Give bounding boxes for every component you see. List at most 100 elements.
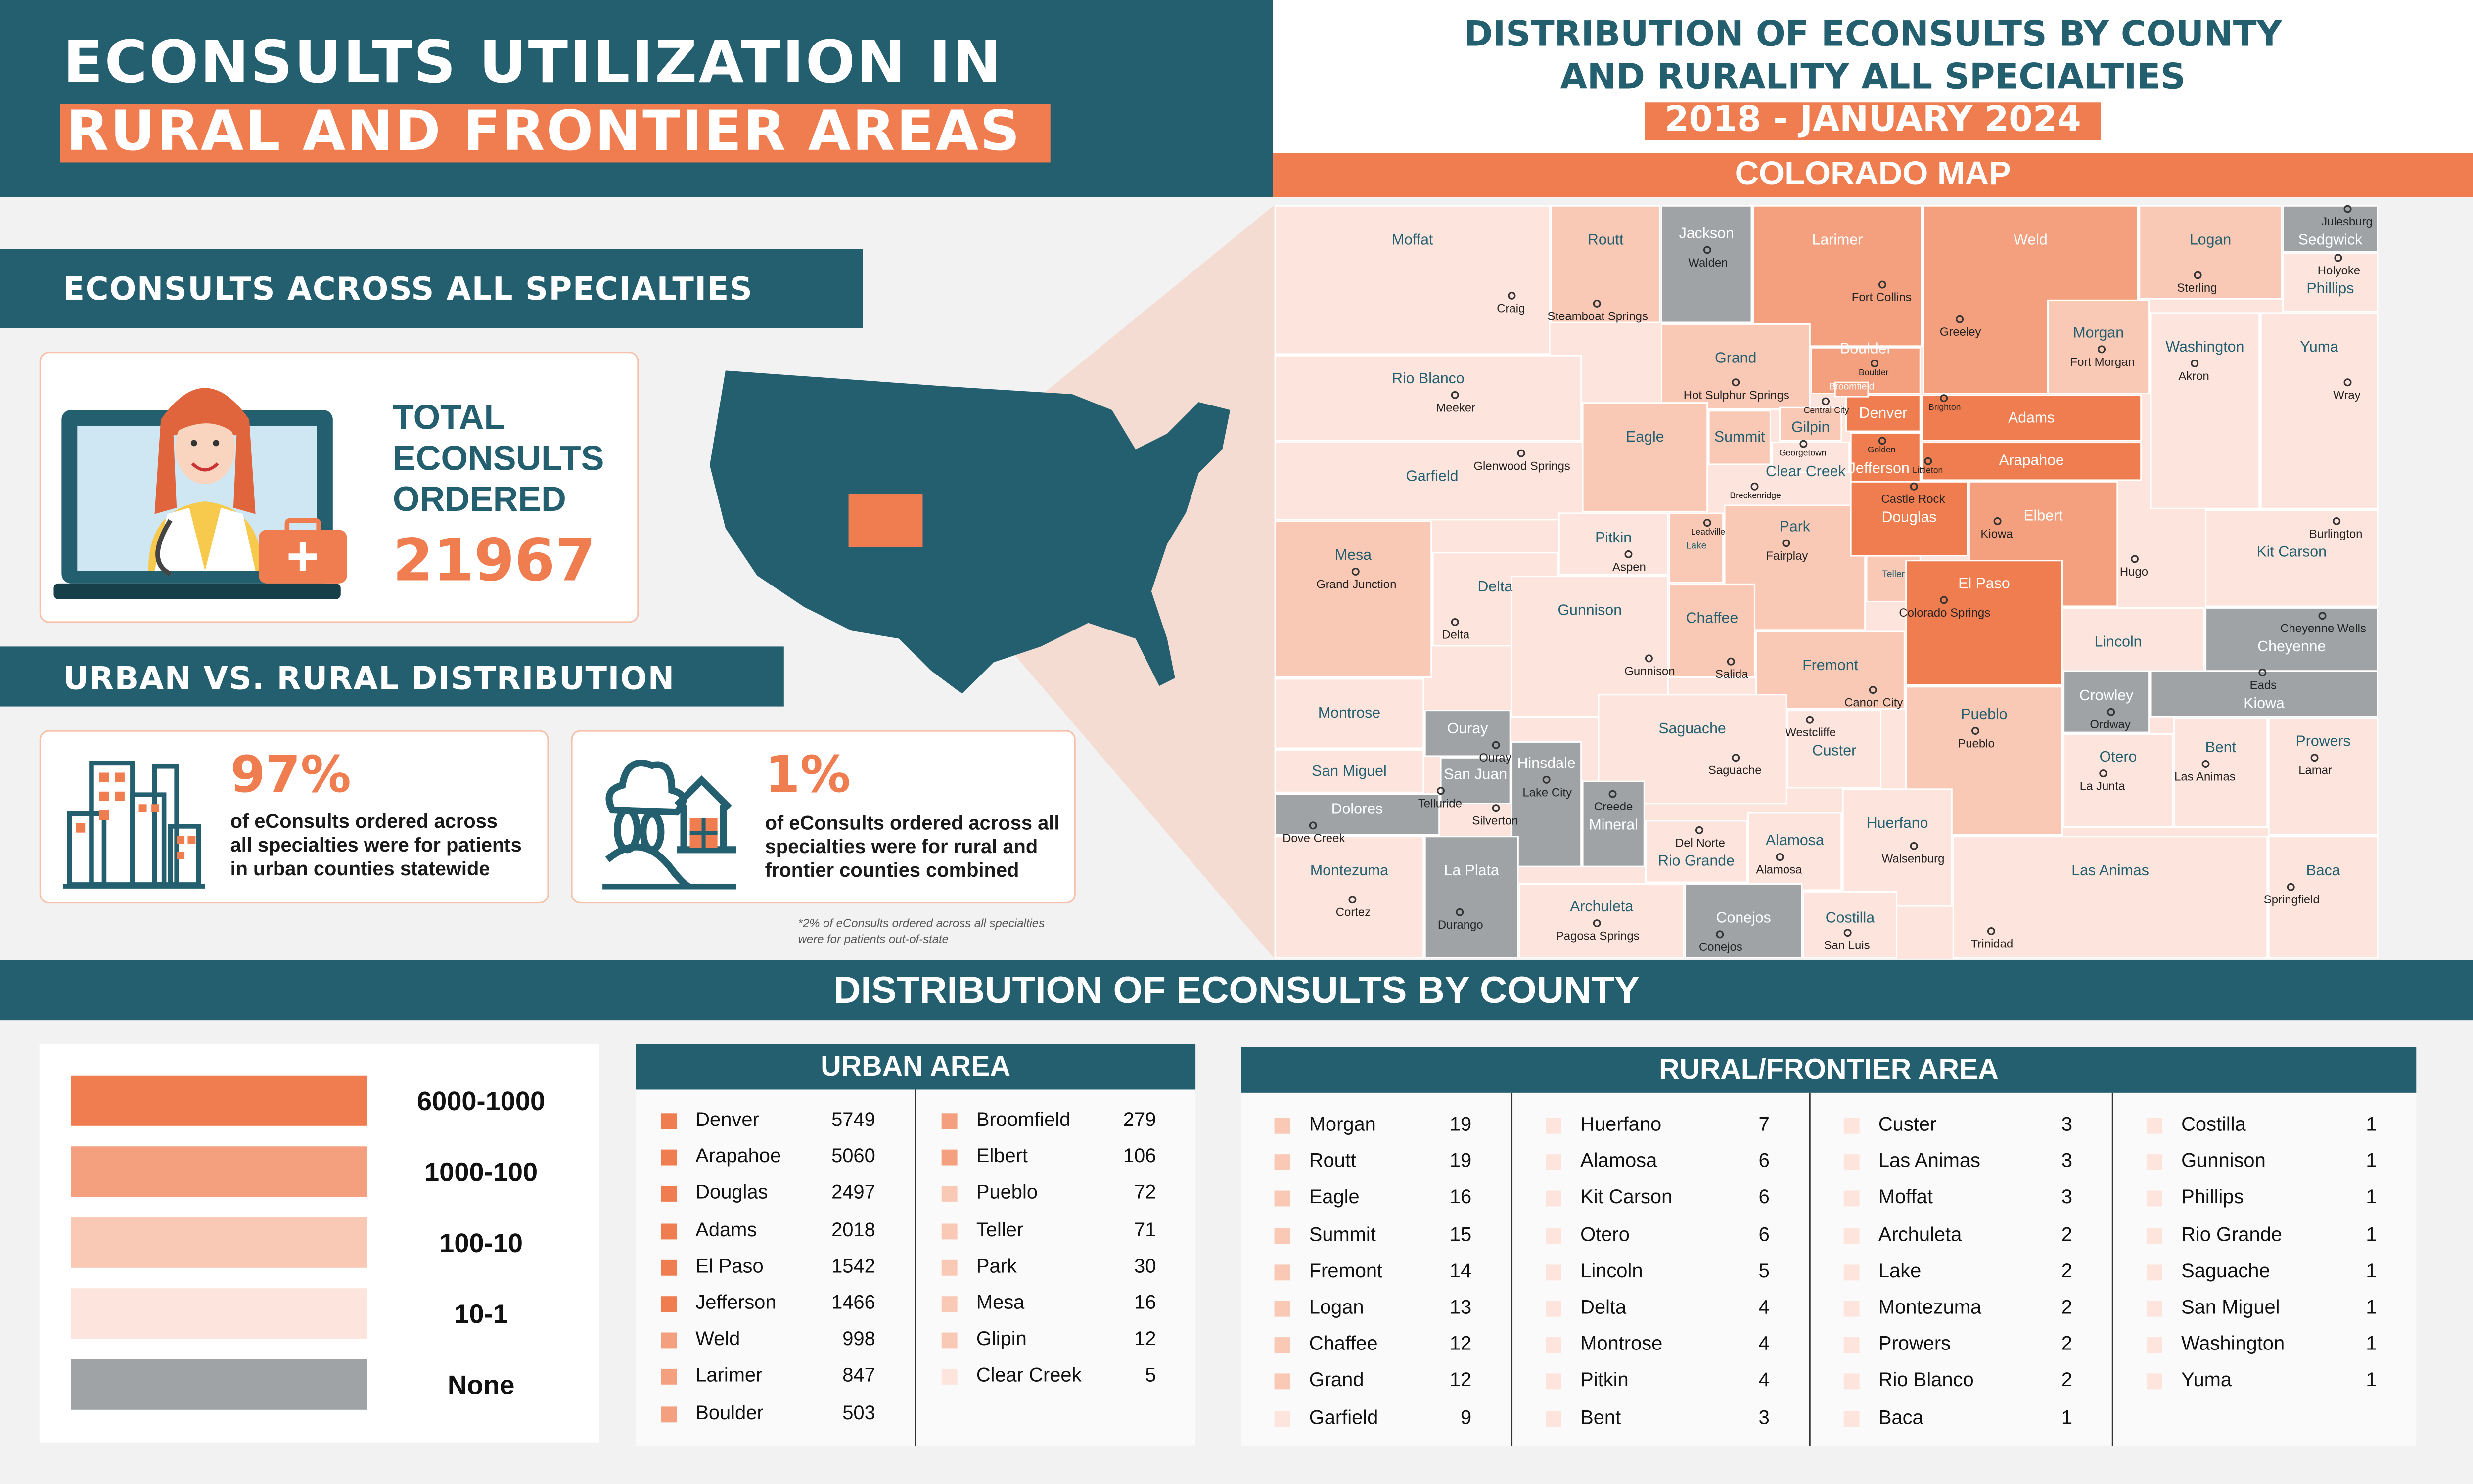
city-marker: Las Animas	[2174, 761, 2236, 784]
county-name: Garfield	[1309, 1406, 1378, 1428]
color-swatch	[1274, 1410, 1290, 1427]
color-swatch	[2146, 1374, 2162, 1390]
county-label: Bent	[2205, 740, 2236, 758]
county-label: Gilpin	[1791, 420, 1830, 438]
county-label: Kit Carson	[2256, 543, 2327, 561]
rural-percent: 1%	[765, 744, 851, 805]
legend-label: 100-10	[439, 1228, 523, 1259]
table-row: Elbert 106	[916, 1142, 1195, 1178]
county-name: Denver	[695, 1108, 759, 1131]
table-row: Larimer 847	[636, 1361, 915, 1397]
section-header-urban-rural: URBAN VS. RURAL DISTRIBUTION	[0, 646, 784, 707]
county-name: Logan	[1309, 1296, 1364, 1318]
map-title-years: 2018 - JANUARY 2024	[1646, 102, 2100, 140]
county-label: Huerfano	[1866, 814, 1928, 832]
table-row: Garfield 9	[1241, 1403, 1511, 1439]
color-swatch	[941, 1186, 958, 1203]
table-column: Costilla 1 Gunnison 1 Phillips 1 Rio Grande 1 Sa…	[2113, 1093, 2416, 1446]
city-marker: Eads	[2250, 668, 2277, 692]
color-swatch	[941, 1369, 958, 1386]
legend-swatch	[71, 1359, 367, 1410]
county-label: Pueblo	[1961, 707, 2008, 724]
color-swatch	[2146, 1301, 2162, 1317]
title-line-1: ECONSULTS UTILIZATION IN	[63, 28, 1003, 96]
city-marker: La Junta	[2080, 770, 2125, 794]
county-name: Clear Creek	[976, 1364, 1082, 1387]
city-marker: Walsenburg	[1882, 842, 1945, 866]
county-count: 1	[2366, 1113, 2377, 1135]
city-marker: Ordway	[2090, 708, 2130, 731]
county-name: Moffat	[1878, 1186, 1933, 1209]
city-marker: Conejos	[1699, 930, 1742, 954]
county-name: Pueblo	[976, 1181, 1038, 1204]
county-count: 3	[2061, 1113, 2073, 1135]
color-swatch	[2146, 1264, 2162, 1280]
color-swatch	[661, 1369, 677, 1386]
city-marker: Leadville	[1691, 519, 1725, 540]
county-count: 1	[2366, 1223, 2377, 1245]
section-header-all-specialties: ECONSULTS ACROSS ALL SPECIALTIES	[0, 249, 863, 328]
county-label: Prowers	[2295, 733, 2351, 751]
color-swatch	[661, 1186, 677, 1203]
county-label: Hinsdale	[1517, 756, 1576, 773]
color-swatch	[1843, 1337, 1860, 1353]
city-marker: Walden	[1688, 245, 1728, 270]
color-swatch	[1546, 1264, 1561, 1280]
county-label: Mineral	[1589, 817, 1638, 835]
color-swatch	[1546, 1227, 1561, 1244]
county-label: Saguache	[1658, 720, 1726, 737]
legend-label: 1000-100	[424, 1157, 538, 1188]
county-name: Mesa	[976, 1291, 1025, 1314]
table-row: Montrose 4	[1512, 1330, 1809, 1366]
county-count: 15	[1449, 1223, 1472, 1245]
county-yuma	[2260, 312, 2379, 509]
county-label: Jackson	[1679, 225, 1734, 243]
county-label: La Plata	[1444, 861, 1499, 879]
table-row: Bent 3	[1512, 1403, 1809, 1439]
color-swatch	[661, 1150, 677, 1166]
county-label: Pitkin	[1595, 529, 1632, 547]
county-count: 30	[1134, 1255, 1156, 1277]
county-name: Arapahoe	[695, 1145, 781, 1168]
city-marker: Pueblo	[1958, 727, 1994, 751]
city-marker: Canon City	[1844, 686, 1903, 710]
city-marker: Craig	[1497, 292, 1525, 315]
county-label: Park	[1779, 519, 1810, 537]
table-row: Morgan 19	[1241, 1110, 1511, 1146]
bottom-title: DISTRIBUTION OF ECONSULTS BY COUNTY	[0, 960, 2473, 1021]
color-swatch	[941, 1150, 958, 1166]
total-label: TOTAL ECONSULTS ORDERED	[393, 398, 604, 521]
colorado-county-map: Moffat Routt Jackson Larimer Weld Logan Sedgwi…	[1274, 205, 2379, 959]
total-econsults-card: TOTAL ECONSULTS ORDERED 21967	[39, 352, 639, 623]
color-swatch	[2146, 1191, 2162, 1207]
table-row: Costilla 1	[2113, 1110, 2416, 1146]
table-row: Summit 15	[1241, 1220, 1511, 1256]
county-name: Phillips	[2181, 1186, 2244, 1209]
table-row: Saguache 1	[2113, 1257, 2416, 1293]
city-marker: Meeker	[1436, 391, 1475, 415]
city-marker: Ouray	[1479, 740, 1511, 764]
footnote-line: were for patients out-of-state	[798, 932, 949, 946]
county-count: 1	[2366, 1259, 2377, 1282]
color-swatch	[941, 1296, 958, 1312]
county-label: Eagle	[1626, 428, 1664, 446]
table-row: Clear Creek 5	[916, 1361, 1195, 1397]
county-eagle	[1582, 402, 1708, 513]
table-column: Morgan 19 Routt 19 Eagle 16 Summit 15 Fremont 14 L…	[1241, 1092, 1513, 1446]
color-swatch	[1274, 1337, 1290, 1353]
table-row: Archuleta 2	[1811, 1220, 2112, 1256]
city-marker: Dove Creek	[1282, 821, 1345, 845]
table-row: Baca 1	[1811, 1403, 2112, 1439]
county-san-miguel	[1274, 749, 1424, 793]
colorado-map-label: COLORADO MAP	[1273, 153, 2473, 197]
color-swatch	[661, 1333, 677, 1349]
table-row: Washington 1	[2113, 1330, 2416, 1366]
city-marker: Breckenridge	[1730, 483, 1781, 503]
county-denver	[1845, 394, 1921, 432]
city-marker: Trinidad	[1971, 927, 2014, 951]
city-marker: Westcliffe	[1785, 716, 1836, 739]
county-label: Kiowa	[2244, 695, 2285, 713]
table-row: Otero 6	[1512, 1220, 1809, 1256]
table-row: San Miguel 1	[2113, 1293, 2416, 1329]
county-label: Dolores	[1331, 801, 1383, 819]
